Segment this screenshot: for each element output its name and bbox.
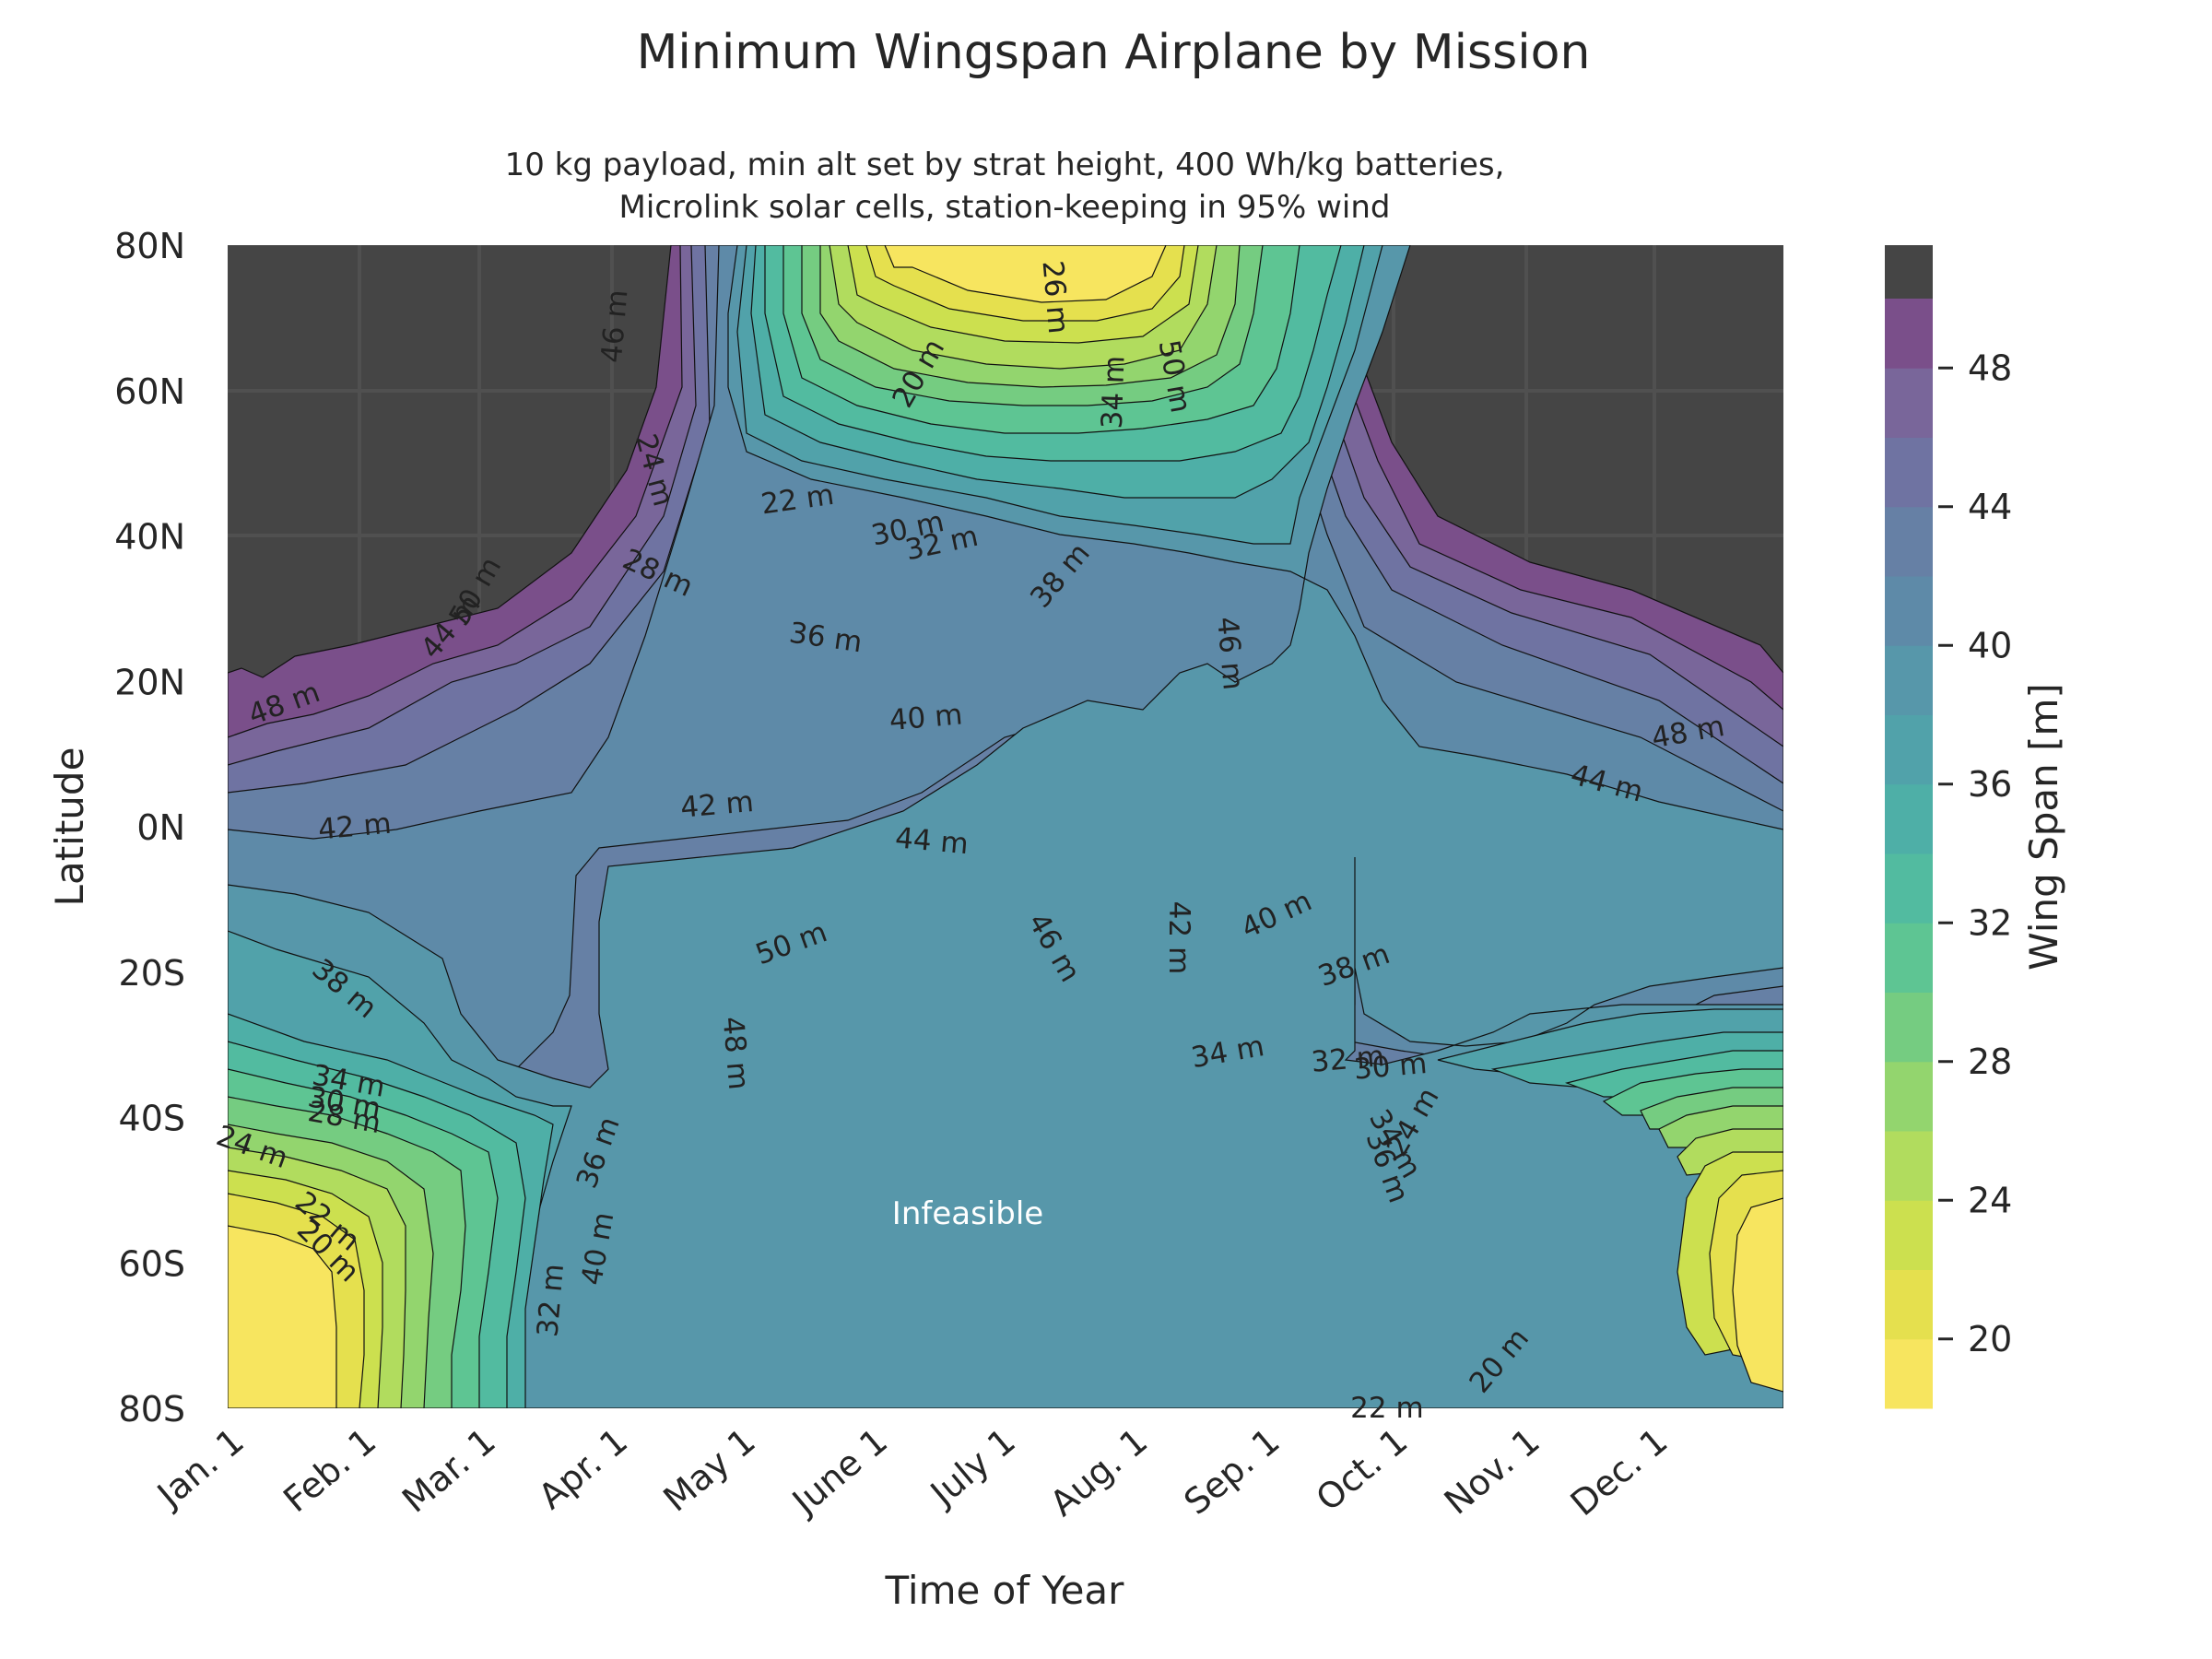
contour-label: 42 m	[317, 807, 393, 847]
contour-label: 26 m	[1036, 259, 1076, 335]
contour-label: 46 m	[1210, 616, 1250, 691]
x-tick-label: Jan. 1	[148, 1420, 252, 1516]
colorbar-tick-label: 44	[1968, 487, 2012, 527]
band-38-40	[228, 245, 1783, 1408]
colorbar-tick-label: 24	[1968, 1180, 2012, 1220]
colorbar-band	[1885, 1061, 1933, 1132]
colorbar-tick-label: 32	[1968, 902, 2012, 943]
y-tick-label: 0N	[136, 807, 185, 848]
colorbar-band	[1885, 783, 1933, 854]
y-tick-label: 40N	[114, 517, 185, 558]
x-tick-label: Sep. 1	[1176, 1420, 1287, 1523]
colorbar-tick-label: 36	[1968, 764, 2012, 805]
infeasible-label: Infeasible	[892, 1195, 1043, 1232]
x-tick-label: May 1	[655, 1420, 762, 1520]
y-tick-label: 20N	[114, 662, 185, 702]
contour-label: 42 m	[679, 785, 755, 825]
colorbar-tick-label: 28	[1968, 1041, 2012, 1082]
colorbar-ticks: 20 24 28 32 36 40 44 48	[1938, 347, 2012, 1359]
chart-subtitle-line-1: 10 kg payload, min alt set by strat heig…	[505, 147, 1505, 183]
colorbar-band	[1885, 1338, 1933, 1409]
colorbar-band	[1885, 1131, 1933, 1201]
y-tick-label: 80S	[119, 1389, 185, 1430]
y-tick-label: 60N	[114, 371, 185, 412]
colorbar-band	[1885, 1269, 1933, 1340]
x-axis-ticks: Jan. 1 Feb. 1 Mar. 1 Apr. 1 May 1 June 1 July …	[148, 1420, 1675, 1524]
x-axis-label: Time of Year	[885, 1568, 1125, 1613]
x-tick-label: Oct. 1	[1309, 1420, 1416, 1519]
y-axis-label: Latitude	[47, 747, 92, 907]
contour-label: 48 m	[716, 1016, 756, 1091]
colorbar-band	[1885, 576, 1933, 646]
chart-title: Minimum Wingspan Airplane by Mission	[637, 25, 1591, 80]
colorbar-label: Wing Span [m]	[2021, 683, 2066, 971]
x-tick-label: Mar. 1	[394, 1420, 503, 1521]
y-tick-label: 60S	[119, 1243, 185, 1284]
y-tick-label: 80N	[114, 226, 185, 266]
y-tick-label: 40S	[119, 1099, 185, 1139]
colorbar-band	[1885, 714, 1933, 785]
colorbar-band	[1885, 1200, 1933, 1270]
band-18-20	[228, 245, 1783, 1408]
x-tick-label: Dec. 1	[1563, 1420, 1676, 1524]
colorbar-band	[1885, 645, 1933, 715]
contour-label: 32 m	[1310, 1040, 1385, 1079]
x-tick-label: Apr. 1	[531, 1420, 635, 1517]
x-tick-label: July 1	[922, 1420, 1023, 1514]
contour-label: 44 m	[894, 821, 970, 861]
colorbar-band	[1885, 853, 1933, 924]
contour-label: 42 m	[1162, 901, 1195, 975]
colorbar-tick-label: 40	[1968, 625, 2012, 665]
colorbar-band	[1885, 992, 1933, 1063]
contour-label: 46 m	[595, 288, 635, 364]
contour-label: 34 m	[1096, 355, 1132, 429]
colorbar	[1885, 245, 1933, 1409]
colorbar-band	[1885, 923, 1933, 993]
x-tick-label: Aug. 1	[1042, 1420, 1155, 1524]
x-tick-label: June 1	[783, 1420, 895, 1523]
contour-label: 30 m	[1352, 1047, 1428, 1087]
x-tick-label: Nov. 1	[1437, 1420, 1547, 1523]
contour-label: 32 m	[531, 1263, 571, 1338]
colorbar-band	[1885, 437, 1933, 508]
colorbar-tick-label: 20	[1968, 1319, 2012, 1359]
colorbar-band	[1885, 368, 1933, 438]
chart-subtitle-line-2: Microlink solar cells, station-keeping i…	[619, 189, 1391, 226]
colorbar-band-infeasible	[1885, 245, 1933, 299]
colorbar-band	[1885, 506, 1933, 577]
colorbar-tick-label: 48	[1968, 347, 2012, 388]
y-tick-label: 20S	[119, 953, 185, 994]
y-axis-ticks: 80N 60N 40N 20N 0N 20S 40S 60S 80S	[114, 226, 185, 1430]
x-tick-label: Feb. 1	[276, 1420, 383, 1520]
contour-label: 40 m	[888, 698, 963, 737]
colorbar-band	[1885, 299, 1933, 369]
contour-label: 22 m	[1350, 1392, 1424, 1425]
